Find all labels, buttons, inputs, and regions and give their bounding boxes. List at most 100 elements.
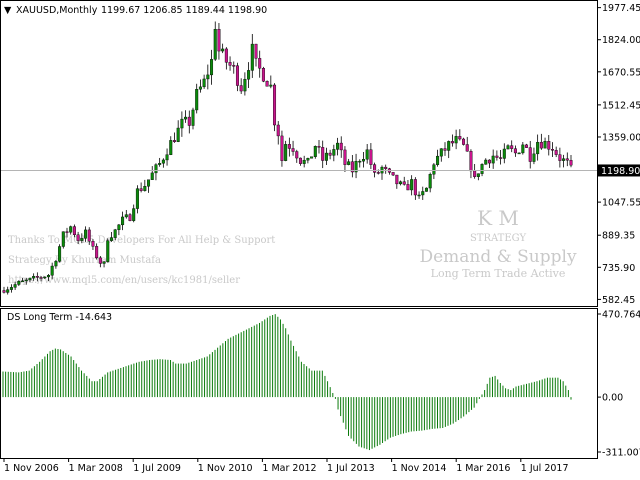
candle (128, 213, 132, 222)
candle (443, 142, 447, 156)
candle (191, 107, 195, 130)
candle (247, 62, 251, 89)
candle (176, 120, 180, 143)
price-tick-label: 1359.00 (602, 132, 640, 143)
time-tick-label: 1 Nov 2014 (392, 463, 447, 474)
candle (198, 79, 202, 93)
time-tick-label: 1 Jul 2017 (521, 463, 569, 474)
candle (135, 185, 139, 214)
candle (224, 47, 228, 70)
candle (109, 231, 113, 242)
candle (165, 148, 169, 166)
candle (432, 163, 436, 180)
candle (536, 134, 540, 161)
candle (439, 148, 443, 162)
time-axis: 1 Nov 2006 1 Mar 2008 1 Jul 2009 1 Nov 2010… (3, 458, 569, 474)
indicator-tick-label: -311.007 (602, 448, 640, 459)
candle (369, 143, 373, 169)
candle (462, 137, 466, 146)
candle (332, 144, 336, 162)
candle (65, 227, 69, 238)
candle (139, 182, 143, 193)
candle (239, 78, 243, 94)
watermark-thanks: Thanks To MQL5 Developers For All Help &… (8, 235, 275, 246)
candle (328, 149, 332, 160)
time-tick-label: 1 Mar 2016 (456, 463, 510, 474)
candle (465, 136, 469, 152)
candle (343, 146, 347, 173)
time-tick-label: 1 Nov 2010 (198, 463, 253, 474)
time-tick-label: 1 Nov 2006 (4, 463, 59, 474)
candle (476, 173, 480, 181)
candle (195, 83, 199, 114)
candle (150, 166, 154, 180)
candle (365, 144, 369, 164)
candle (547, 134, 551, 156)
candle (91, 239, 95, 250)
candle (50, 262, 54, 280)
candle (58, 244, 62, 263)
candle (554, 146, 558, 158)
candle (454, 129, 458, 150)
candle (61, 231, 65, 249)
logo-title: Demand & Supply (419, 247, 577, 267)
price-axis: 1977.45 1824.00 1670.55 1512.45 1359.00 1047.… (597, 3, 640, 306)
candle (450, 134, 454, 147)
indicator-histogram (2, 314, 572, 451)
candle (358, 159, 362, 168)
candle (532, 147, 536, 165)
candle (569, 155, 573, 168)
candle (513, 145, 517, 157)
candle (276, 121, 280, 145)
indicator-label: DS Long Term -14.643 (7, 312, 112, 323)
candle (495, 150, 499, 161)
candle (232, 61, 236, 74)
candle (206, 64, 210, 90)
candle (391, 172, 395, 177)
candle (487, 159, 491, 169)
candle (539, 133, 543, 150)
candle (558, 147, 562, 168)
candle (87, 227, 91, 245)
candle (113, 228, 117, 241)
logo-initials: K M (477, 206, 519, 230)
candle (172, 132, 176, 143)
candle (302, 155, 306, 168)
candle (69, 225, 73, 235)
candle (350, 155, 354, 178)
time-tick-label: 1 Mar 2008 (69, 463, 123, 474)
candle (213, 21, 217, 61)
time-tick-label: 1 Jul 2009 (133, 463, 181, 474)
candle (180, 111, 184, 137)
candle (254, 43, 258, 67)
candle (428, 172, 432, 193)
candle (210, 49, 214, 85)
candle (562, 154, 566, 168)
candle (235, 62, 239, 92)
watermark-url: https://www.mql5.com/en/users/kc1981/sel… (8, 275, 240, 286)
candle (339, 136, 343, 158)
symbol-label: XAUUSD,Monthly (16, 5, 98, 16)
candle (484, 158, 488, 165)
candle (24, 277, 28, 285)
time-tick-label: 1 Jul 2013 (327, 463, 375, 474)
candle (39, 275, 43, 282)
candle (421, 186, 425, 200)
candle (35, 272, 39, 282)
candle (517, 152, 521, 155)
candle (402, 176, 406, 186)
candle (161, 158, 165, 168)
candle (506, 144, 510, 150)
candle (287, 137, 291, 157)
candle (310, 156, 314, 159)
candle (124, 209, 128, 219)
candle (187, 110, 191, 134)
candle (395, 174, 399, 189)
price-arrow-icon: ▼ (4, 5, 12, 16)
candle (250, 33, 254, 78)
indicator-tick-label: 0.00 (602, 393, 623, 404)
candle (76, 231, 80, 244)
candle (169, 136, 173, 156)
watermark-strategy-by: Strategy By Khurram Mustafa (8, 255, 161, 266)
